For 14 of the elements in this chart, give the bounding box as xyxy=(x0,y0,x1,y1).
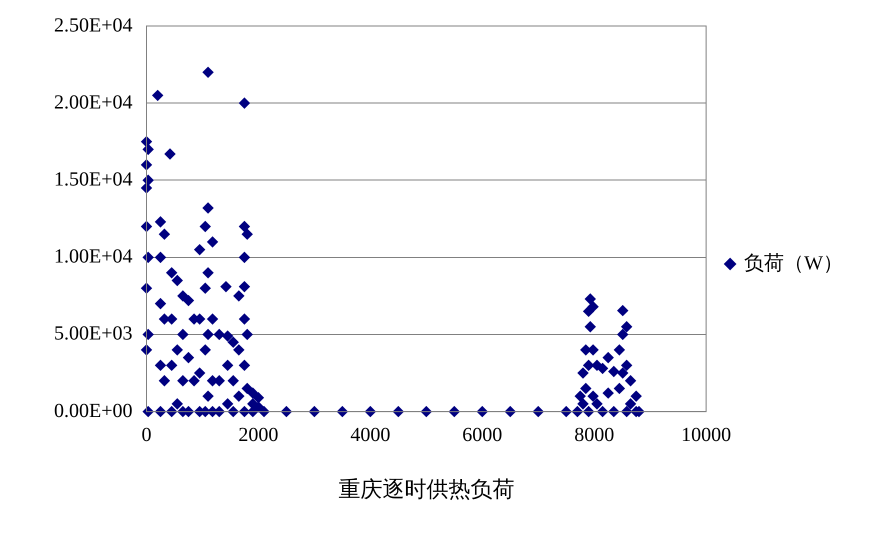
legend-label: 负荷（W） xyxy=(744,252,844,274)
x-tick-label: 8000 xyxy=(574,424,614,446)
y-tick-label: 2.50E+04 xyxy=(54,14,132,36)
x-tick-label: 6000 xyxy=(462,424,502,446)
x-tick-label: 10000 xyxy=(681,424,732,446)
y-tick-label: 2.00E+04 xyxy=(54,91,132,114)
y-tick-label: 5.00E+03 xyxy=(54,322,132,345)
x-axis-title: 重庆逐时供热负荷 xyxy=(338,476,514,502)
x-tick-label: 0 xyxy=(141,424,152,446)
x-tick-label: 4000 xyxy=(350,424,390,446)
y-tick-label: 1.50E+04 xyxy=(54,168,132,190)
y-tick-label: 1.00E+04 xyxy=(54,246,132,268)
y-tick-label: 0.00E+00 xyxy=(54,400,132,422)
x-tick-label: 2000 xyxy=(238,424,278,446)
